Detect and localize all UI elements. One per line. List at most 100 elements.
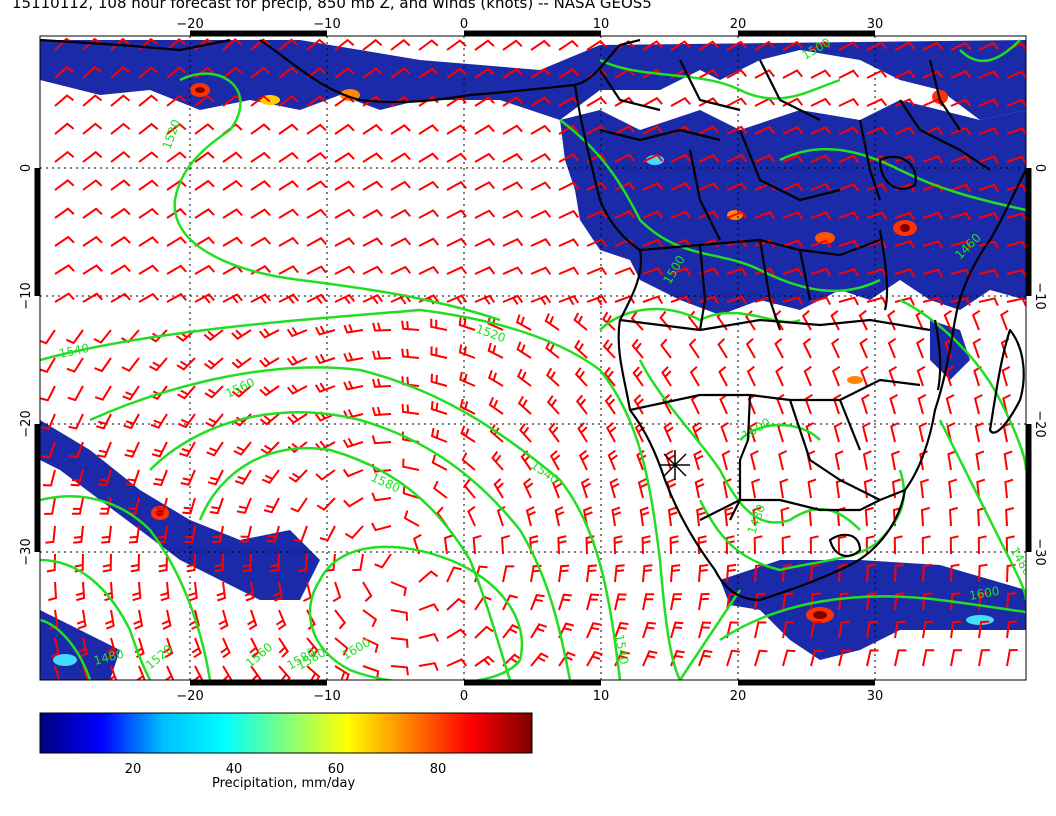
- wind-barb: [96, 441, 112, 458]
- wind-barb: [138, 207, 159, 219]
- wind-barb: [82, 150, 103, 163]
- wind-barb: [371, 435, 392, 445]
- wind-barb: [231, 329, 252, 340]
- wind-barb: [544, 313, 560, 331]
- precip-maximum: [813, 611, 827, 619]
- wind-barb: [586, 266, 608, 276]
- wind-barb: [642, 210, 664, 219]
- wind-barb: [250, 236, 271, 247]
- wind-barb: [726, 563, 737, 583]
- wind-barb: [390, 609, 408, 621]
- wind-barb: [611, 506, 622, 527]
- wind-barb: [390, 265, 412, 275]
- height-contour: [779, 147, 1026, 212]
- wind-barb: [467, 505, 476, 527]
- wind-barb: [82, 665, 89, 680]
- wind-barb: [691, 421, 703, 443]
- wind-barb: [151, 441, 168, 458]
- wind-barb: [128, 525, 140, 544]
- wind-barb: [110, 207, 131, 219]
- wind-barb: [474, 181, 495, 191]
- wind-barb: [94, 357, 112, 373]
- wind-barb: [749, 450, 759, 471]
- wind-barb: [614, 295, 636, 304]
- wind-barb: [810, 154, 832, 163]
- wind-barb: [306, 665, 321, 680]
- wind-barb: [726, 267, 748, 277]
- wind-barb: [487, 369, 504, 387]
- wind-barb: [67, 385, 84, 402]
- wind-barb: [259, 385, 280, 397]
- wind-barb: [1001, 366, 1011, 387]
- wind-barb: [660, 338, 672, 359]
- wind-barb: [138, 264, 159, 275]
- wind-barb: [1000, 309, 1009, 331]
- wind-barb: [401, 320, 420, 331]
- wind-barb: [833, 422, 843, 443]
- wind-barb: [663, 421, 674, 443]
- wind-barb: [947, 450, 957, 471]
- wind-barb: [950, 155, 972, 164]
- wind-barb: [530, 181, 552, 191]
- lon-tick-label: 10: [593, 17, 610, 32]
- wind-barb: [698, 97, 719, 107]
- wind-barb: [334, 208, 355, 219]
- wind-barb: [374, 553, 392, 569]
- wind-barb: [838, 268, 859, 277]
- wind-barb: [278, 95, 299, 107]
- wind-barb: [782, 296, 803, 305]
- wind-barb: [580, 477, 592, 499]
- wind-barb: [306, 208, 327, 219]
- wind-barb: [774, 338, 784, 359]
- wind-barb: [123, 413, 140, 430]
- wind-barb: [418, 180, 439, 191]
- colorbar-tick-label: 80: [430, 762, 447, 777]
- wind-barb: [362, 581, 373, 602]
- wind-barb: [698, 68, 719, 79]
- wind-barb: [138, 292, 159, 303]
- precip-maximum: [53, 654, 77, 666]
- wind-barb: [474, 266, 496, 275]
- wind-barb: [866, 41, 887, 51]
- precip-region-central-africa: [560, 100, 1026, 315]
- wind-barb: [82, 235, 103, 247]
- wind-barb: [614, 125, 635, 135]
- wind-barb: [474, 39, 495, 51]
- wind-barb: [306, 236, 327, 247]
- wind-barb: [726, 182, 748, 191]
- wind-barb: [522, 477, 534, 499]
- wind-barb: [153, 469, 168, 487]
- wind-barb: [726, 125, 748, 135]
- wind-barb: [371, 522, 392, 532]
- wind-barb: [222, 66, 243, 79]
- wind-barb: [558, 39, 579, 51]
- wind-barb: [247, 609, 258, 631]
- wind-barb: [631, 338, 644, 359]
- wind-barb: [613, 535, 623, 555]
- wind-barb: [362, 38, 383, 51]
- lon-tick-label: 0: [460, 689, 468, 704]
- wind-barb: [920, 478, 930, 499]
- wind-barb: [950, 297, 971, 306]
- wind-barb: [977, 535, 987, 555]
- wind-barb: [110, 94, 131, 107]
- wind-barb: [530, 266, 552, 275]
- wind-barb: [950, 563, 960, 583]
- wind-barb: [194, 264, 215, 275]
- africa-coastline: [259, 38, 1026, 602]
- wind-barb: [1006, 620, 1018, 639]
- wind-barb: [894, 126, 916, 135]
- wind-barb: [922, 155, 944, 164]
- wind-barb: [334, 293, 356, 305]
- wind-barb: [943, 309, 952, 331]
- wind-barb: [446, 180, 467, 191]
- wind-barb: [390, 39, 411, 51]
- wind-barb: [894, 563, 904, 583]
- wind-barb: [530, 593, 545, 611]
- wind-barb: [614, 593, 627, 611]
- wind-barb: [194, 236, 215, 247]
- wind-barb: [779, 478, 789, 499]
- wind-barb: [138, 179, 159, 191]
- wind-barb: [342, 437, 364, 448]
- wind-barb: [614, 564, 625, 583]
